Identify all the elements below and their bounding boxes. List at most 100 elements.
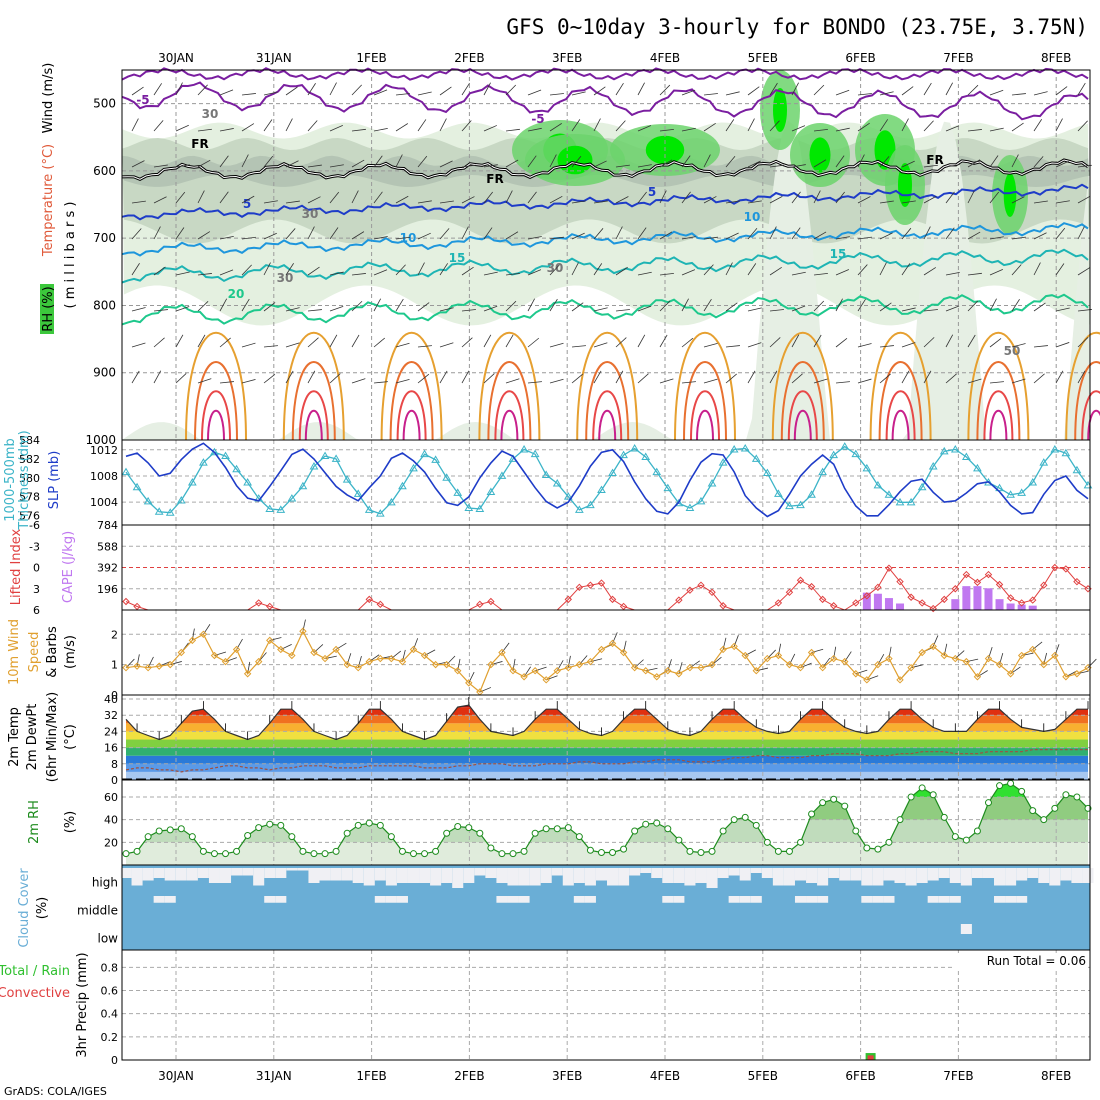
wind-barb [483, 164, 498, 168]
contour-label: -5 [531, 112, 544, 126]
wind-speed-marker [1040, 660, 1048, 669]
cape-bar [884, 598, 893, 610]
cloud-gap [994, 868, 1006, 886]
thickness-marker [464, 503, 474, 511]
wind-barb [263, 91, 278, 96]
temperature-contour [194, 361, 238, 441]
rh2m-marker [387, 833, 395, 841]
cloud-gap [186, 868, 198, 881]
li-marker [818, 595, 827, 604]
cloud-gap [518, 868, 530, 886]
rh2m-marker [166, 826, 174, 834]
cloud-gap [794, 868, 807, 881]
wind-barb [725, 373, 737, 384]
thickness-marker [895, 497, 905, 506]
wind-speed-marker [1006, 670, 1015, 678]
thickness-marker [729, 444, 739, 453]
wind-barb [615, 196, 629, 204]
temp-band [126, 755, 1088, 764]
wind-barb [703, 298, 712, 312]
wind-barb [197, 159, 211, 168]
wind-speed-marker [918, 648, 926, 657]
wind-barb [1033, 91, 1048, 96]
rh2m-marker [962, 836, 970, 844]
wind-barb [307, 196, 321, 204]
wind-barb [989, 89, 1004, 96]
cloud-gap [452, 868, 464, 888]
cloud-gap [706, 868, 718, 888]
wind-speed-marker [586, 657, 595, 666]
thickness-tick-label: 580 [19, 472, 40, 485]
li-marker [918, 599, 926, 607]
wind-barb [703, 236, 718, 240]
wind-barb [637, 82, 645, 96]
rh-core-blob [773, 88, 787, 132]
wind-speed-marker [763, 654, 772, 663]
li-marker [1006, 594, 1015, 602]
wind-barb [725, 119, 735, 132]
cloud-gap [982, 868, 995, 878]
date-label-top: 5FEB [748, 51, 778, 65]
wind-barb [901, 307, 916, 312]
rh-core-blob [809, 137, 831, 173]
thickness-marker [176, 495, 186, 504]
li-marker [1029, 596, 1037, 604]
wind-barb [329, 373, 341, 384]
thickness-marker [276, 505, 286, 513]
cloud-gap [1005, 868, 1017, 886]
wind-barb [637, 125, 652, 132]
wind-speed-marker [995, 660, 1004, 669]
date-label-bottom: 30JAN [158, 1069, 194, 1083]
wind-barb [703, 122, 716, 132]
rh2m-marker [996, 782, 1004, 790]
wind-barb [307, 266, 320, 276]
cloud-gap [728, 868, 740, 876]
rh2m-marker [553, 825, 561, 833]
thickness-marker [232, 464, 241, 473]
wind-barb [791, 82, 799, 96]
wind-barb [593, 86, 606, 96]
li-marker [951, 585, 960, 593]
wind-speed-marker [277, 645, 285, 654]
isotherm-line [121, 222, 1089, 257]
thickness-marker [574, 505, 584, 513]
wind-barb [835, 381, 850, 384]
wind-speed-marker [409, 645, 418, 654]
cloud-gap [728, 896, 740, 903]
wind-barb [923, 370, 932, 384]
wind-barb [967, 334, 976, 348]
millibars-axis-label: ( m i l l i b a r s ) [63, 202, 78, 309]
cloud-gap [739, 896, 751, 903]
li-marker [1040, 581, 1048, 589]
wind-barb [945, 125, 960, 132]
wind-barb [219, 236, 234, 240]
cloud-gap [153, 868, 165, 878]
wind-speed-marker [708, 660, 716, 669]
wind-barb [615, 120, 626, 132]
wind-barb [901, 342, 916, 348]
wind-barb [989, 127, 1004, 132]
wind-barb [615, 226, 623, 240]
date-label-top: 4FEB [650, 51, 680, 65]
thickness-marker [884, 490, 894, 498]
rh2m-marker [222, 850, 230, 858]
wind-barb [835, 298, 843, 312]
wind-barb [263, 155, 274, 168]
date-label-top: 2FEB [454, 51, 484, 65]
wind-barb [285, 160, 299, 168]
thickness-marker [398, 481, 407, 490]
wind-speed-marker [630, 663, 639, 672]
wind-barb [527, 191, 537, 204]
wind-barb [1055, 263, 1065, 276]
wind-barb [857, 343, 872, 348]
thickness-marker [1017, 488, 1027, 496]
wind-barb [285, 342, 300, 348]
rh-core-blob [1003, 173, 1017, 217]
wind-barb [879, 302, 892, 312]
thickness-marker [796, 500, 805, 509]
wind-barb [923, 226, 931, 240]
rh2m-marker [874, 845, 882, 853]
wind-speed-axis-label: Speed [27, 632, 42, 673]
rh2m-marker [730, 816, 738, 824]
thickness-marker [840, 442, 850, 450]
